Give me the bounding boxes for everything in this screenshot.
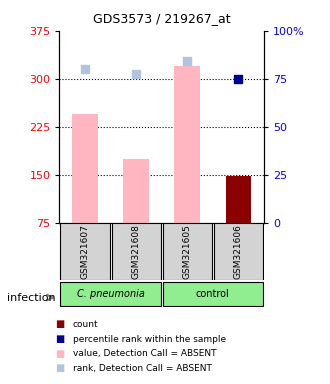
FancyBboxPatch shape [112, 223, 161, 280]
Text: ■: ■ [55, 363, 64, 373]
Point [184, 58, 190, 64]
Text: C. pneumonia: C. pneumonia [77, 289, 145, 299]
FancyBboxPatch shape [60, 223, 110, 280]
Text: ■: ■ [55, 349, 64, 359]
Bar [123, 159, 149, 223]
FancyBboxPatch shape [163, 282, 263, 306]
Bar [72, 114, 98, 223]
Bar [175, 66, 200, 223]
Text: rank, Detection Call = ABSENT: rank, Detection Call = ABSENT [73, 364, 212, 373]
FancyBboxPatch shape [163, 223, 212, 280]
Point [236, 76, 241, 82]
Point [133, 71, 139, 77]
Text: control: control [196, 289, 230, 299]
Text: GDS3573 / 219267_at: GDS3573 / 219267_at [93, 12, 231, 25]
Text: percentile rank within the sample: percentile rank within the sample [73, 334, 226, 344]
Bar [226, 176, 251, 223]
Text: ■: ■ [55, 319, 64, 329]
Text: GSM321607: GSM321607 [81, 224, 89, 279]
FancyBboxPatch shape [60, 282, 161, 306]
Text: ■: ■ [55, 334, 64, 344]
Text: infection: infection [7, 293, 55, 303]
Text: GSM321608: GSM321608 [132, 224, 141, 279]
Text: GSM321605: GSM321605 [183, 224, 192, 279]
Text: GSM321606: GSM321606 [234, 224, 243, 279]
Text: value, Detection Call = ABSENT: value, Detection Call = ABSENT [73, 349, 216, 358]
Point [82, 66, 88, 72]
Text: count: count [73, 320, 98, 329]
FancyBboxPatch shape [214, 223, 263, 280]
